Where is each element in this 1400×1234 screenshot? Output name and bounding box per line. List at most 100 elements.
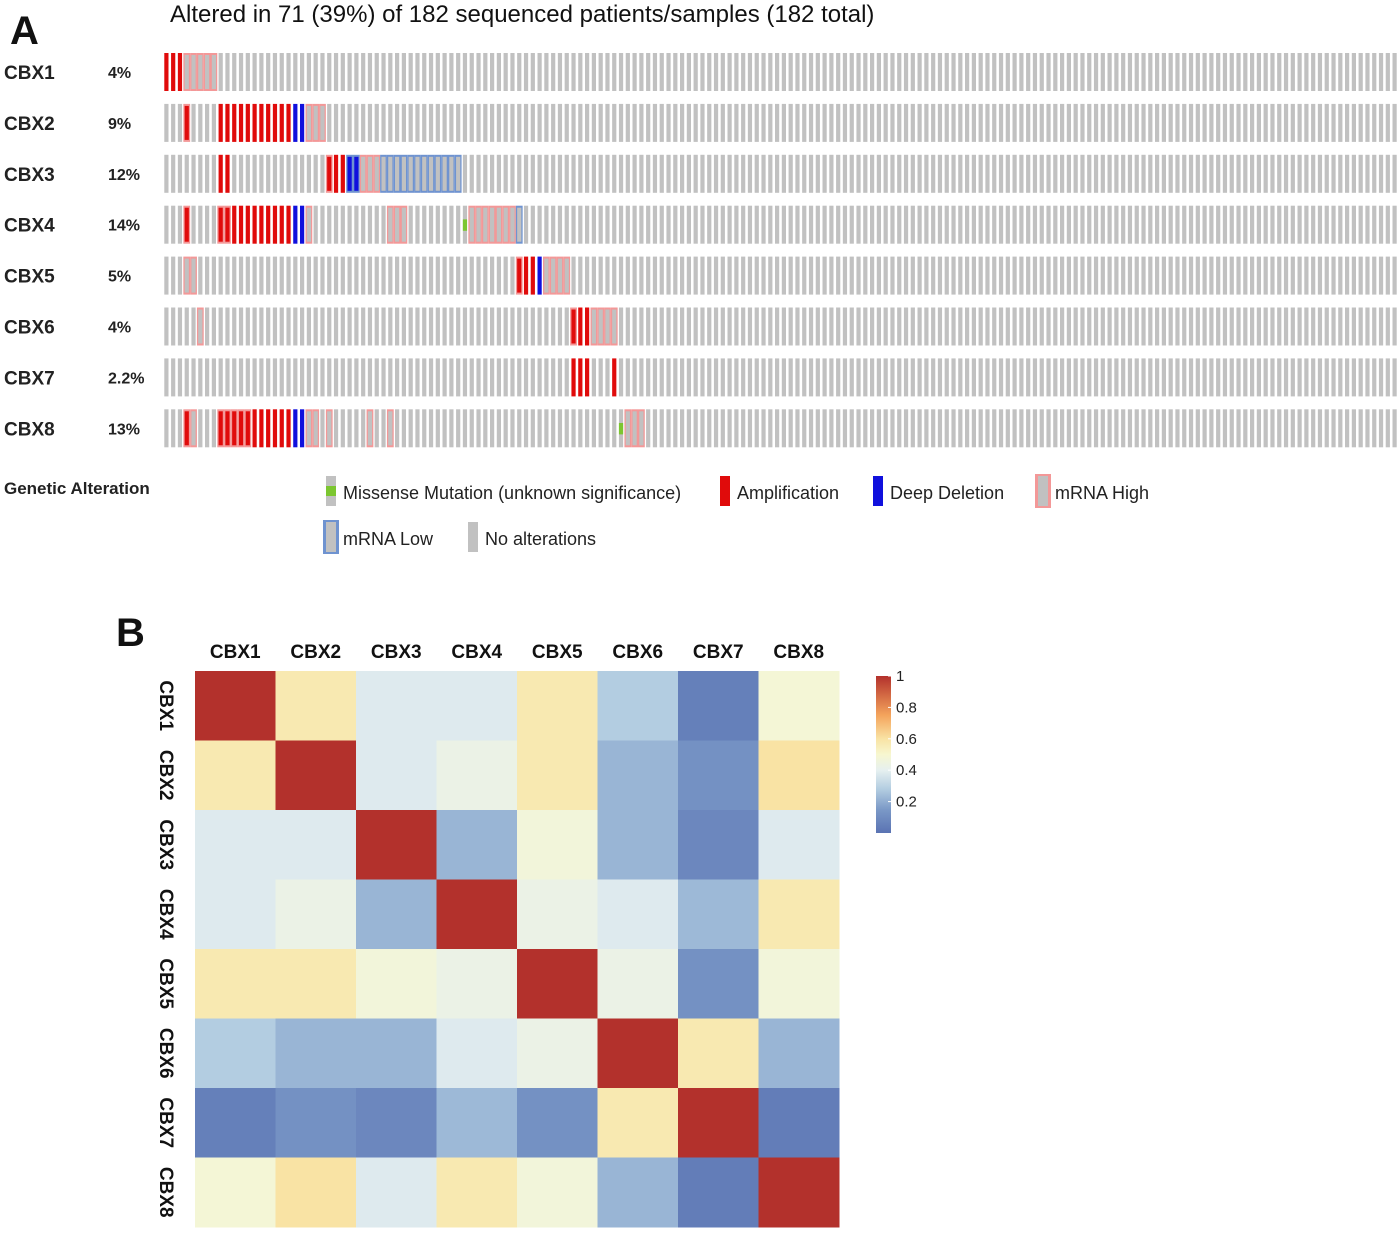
sample-bar bbox=[659, 409, 664, 448]
sample-bar bbox=[1060, 154, 1065, 193]
sample-bar bbox=[1188, 154, 1194, 193]
sample-bar bbox=[666, 307, 671, 346]
sample-bar bbox=[462, 307, 468, 346]
sample-bar bbox=[456, 103, 461, 142]
sample-bar bbox=[707, 256, 712, 295]
sample-bar bbox=[775, 358, 780, 397]
sample-bar bbox=[1216, 154, 1221, 193]
sample-bar bbox=[931, 358, 936, 397]
sample-bar bbox=[1032, 409, 1038, 448]
sample-bar bbox=[544, 409, 549, 448]
sample-bar bbox=[1222, 103, 1228, 142]
sample-bar bbox=[1345, 103, 1350, 142]
sample-bar bbox=[361, 307, 366, 346]
sample-bar bbox=[1392, 103, 1397, 142]
sample-bar bbox=[456, 358, 461, 397]
sample-bar bbox=[788, 205, 793, 244]
sample-bar bbox=[585, 103, 590, 142]
sample-bar bbox=[1032, 53, 1038, 91]
heatmap-col-label: CBX8 bbox=[773, 642, 824, 663]
amplification-bar bbox=[232, 411, 237, 446]
sample-bar bbox=[605, 53, 610, 91]
sample-bar bbox=[1127, 307, 1133, 346]
sample-bar bbox=[327, 411, 332, 446]
sample-bar bbox=[1209, 154, 1214, 193]
sample-bar bbox=[1243, 307, 1248, 346]
sample-bar bbox=[1256, 409, 1261, 448]
sample-bar bbox=[693, 103, 698, 142]
sample-bar bbox=[1134, 409, 1139, 448]
heatmap-cell-cbx7-cbx2 bbox=[275, 1088, 357, 1158]
sample-bar bbox=[259, 154, 264, 193]
heatmap-col-label: CBX5 bbox=[532, 642, 583, 663]
sample-bar bbox=[164, 307, 169, 346]
sample-bar bbox=[1372, 409, 1377, 448]
sample-bar bbox=[1270, 358, 1275, 397]
sample-bar bbox=[910, 358, 915, 397]
sample-bar bbox=[435, 103, 440, 142]
sample-bar bbox=[707, 154, 712, 193]
sample-bar bbox=[1263, 154, 1268, 193]
sample-bar bbox=[985, 103, 990, 142]
sample-bar bbox=[198, 103, 203, 142]
sample-bar bbox=[646, 409, 651, 448]
sample-bar bbox=[578, 53, 583, 91]
heatmap-cell-cbx1-cbx6 bbox=[597, 671, 679, 741]
sample-bar bbox=[1148, 256, 1153, 295]
amplification-bar bbox=[585, 307, 590, 346]
oncoprint-legend: Missense Mutation (unknown significance)… bbox=[323, 474, 1149, 554]
sample-bar bbox=[591, 409, 596, 448]
deep-deletion-bar bbox=[293, 409, 298, 448]
sample-bar bbox=[876, 358, 881, 397]
sample-bar bbox=[1155, 154, 1160, 193]
amplification-bar bbox=[238, 205, 244, 244]
sample-bar bbox=[327, 307, 332, 346]
sample-bar bbox=[462, 53, 468, 91]
sample-bar bbox=[401, 307, 406, 346]
sample-bar bbox=[747, 307, 753, 346]
sample-bar bbox=[449, 156, 454, 191]
sample-bar bbox=[564, 258, 569, 293]
sample-bar bbox=[666, 53, 671, 91]
sample-bar bbox=[537, 307, 542, 346]
sample-bar bbox=[1134, 205, 1139, 244]
heatmap-cell-cbx4-cbx1 bbox=[195, 879, 276, 950]
sample-bar bbox=[951, 53, 956, 91]
colorbar-tick-label: 0.8 bbox=[896, 699, 917, 716]
sample-bar bbox=[428, 256, 434, 295]
sample-bar bbox=[1392, 256, 1397, 295]
sample-bar bbox=[978, 358, 983, 397]
sample-bar bbox=[171, 154, 176, 193]
sample-bar bbox=[1304, 256, 1309, 295]
heatmap-cell-cbx7-cbx4 bbox=[436, 1088, 518, 1158]
colorbar-tick-label: 0.4 bbox=[896, 762, 917, 779]
sample-bar bbox=[306, 307, 311, 346]
heatmap-cell-cbx2-cbx6 bbox=[597, 740, 679, 811]
sample-bar bbox=[300, 358, 305, 397]
sample-bar bbox=[381, 256, 386, 295]
sample-bar bbox=[944, 409, 949, 448]
sample-bar bbox=[1114, 154, 1119, 193]
sample-bar bbox=[883, 205, 888, 244]
sample-bar bbox=[910, 307, 915, 346]
sample-bar bbox=[1385, 256, 1390, 295]
sample-bar bbox=[917, 103, 922, 142]
sample-bar bbox=[449, 409, 454, 448]
heatmap-row-label: CBX1 bbox=[155, 680, 176, 731]
sample-bar bbox=[618, 154, 624, 193]
sample-bar bbox=[1182, 154, 1187, 193]
sample-bar bbox=[1114, 409, 1119, 448]
sample-bar bbox=[775, 256, 780, 295]
sample-bar bbox=[1019, 103, 1024, 142]
sample-bar bbox=[951, 103, 956, 142]
sample-bar bbox=[266, 53, 271, 91]
sample-bar bbox=[1121, 358, 1126, 397]
sample-bar bbox=[1026, 53, 1031, 91]
sample-bar bbox=[903, 358, 909, 397]
sample-bar bbox=[680, 409, 685, 448]
sample-bar bbox=[286, 154, 291, 193]
sample-bar bbox=[897, 409, 902, 448]
sample-bar bbox=[591, 154, 596, 193]
sample-bar bbox=[788, 53, 793, 91]
sample-bar bbox=[1209, 205, 1214, 244]
